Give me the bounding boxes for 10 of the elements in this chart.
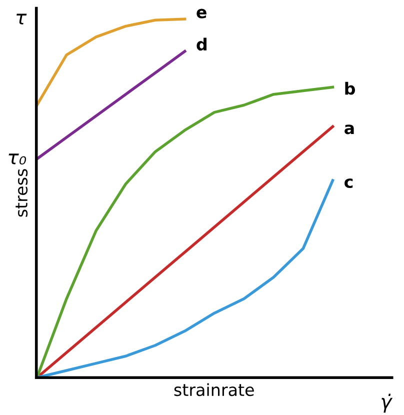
series-label: a [344,124,354,134]
series-label: c [344,178,353,188]
series-label: d [196,38,206,51]
x-axis-title: strainrate [174,383,254,396]
y-axis-title: stress [16,169,28,217]
series-label: b [345,82,356,95]
series-label: e [196,8,206,18]
text: γ̇ [382,394,393,413]
annotation: τ₀ [8,154,26,164]
annotation: τ [16,14,27,24]
